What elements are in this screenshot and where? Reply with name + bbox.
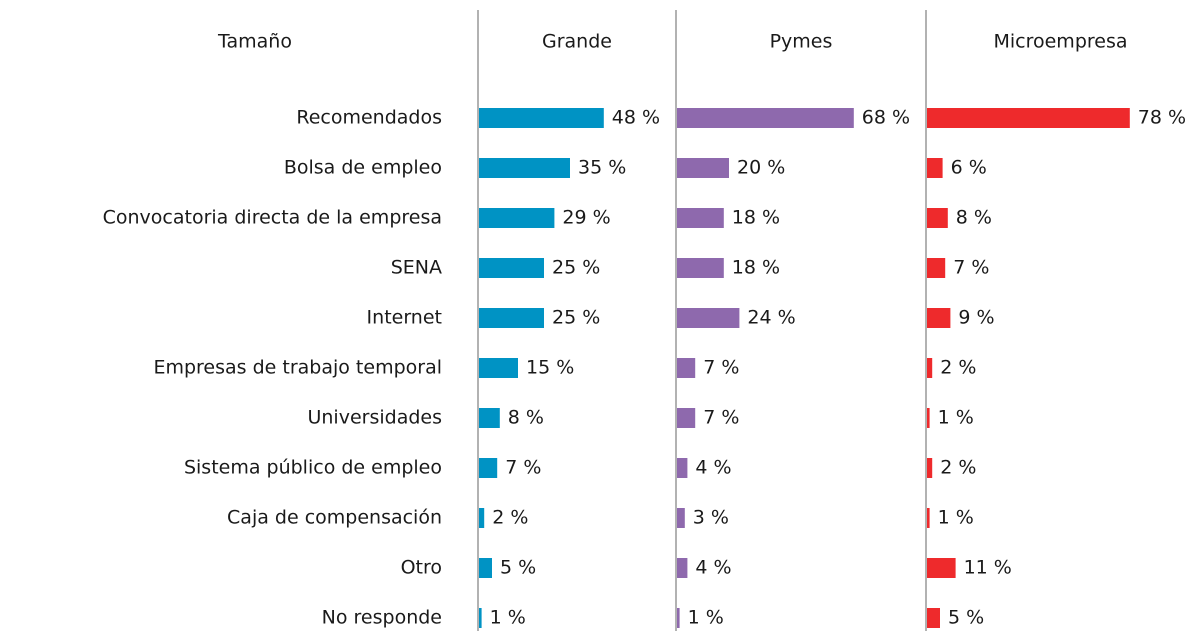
bar: [927, 458, 933, 478]
bar: [677, 158, 729, 178]
category-label: Otro: [401, 557, 442, 579]
value-label: 18 %: [732, 207, 780, 229]
value-label: 11 %: [964, 557, 1012, 579]
bar: [927, 608, 940, 628]
category-label: Convocatoria directa de la empresa: [103, 207, 442, 229]
bar: [927, 308, 951, 328]
bar: [927, 208, 948, 228]
bar: [479, 558, 492, 578]
value-label: 5 %: [500, 557, 536, 579]
value-label: 8 %: [508, 407, 544, 429]
value-label: 4 %: [695, 557, 731, 579]
bar: [927, 258, 946, 278]
value-label: 2 %: [940, 357, 976, 379]
bar: [479, 458, 498, 478]
value-label: 20 %: [737, 157, 785, 179]
value-label: 4 %: [695, 457, 731, 479]
bar: [677, 458, 688, 478]
series-header: Microempresa: [993, 31, 1127, 53]
bar: [479, 258, 544, 278]
value-label: 24 %: [747, 307, 795, 329]
y-axis-label: Tamaño: [217, 31, 292, 53]
value-label: 1 %: [490, 607, 526, 629]
value-label: 68 %: [862, 107, 910, 129]
value-label: 48 %: [612, 107, 660, 129]
value-label: 2 %: [492, 507, 528, 529]
value-label: 15 %: [526, 357, 574, 379]
category-label: No responde: [322, 607, 442, 629]
value-label: 78 %: [1138, 107, 1186, 129]
category-label: Universidades: [307, 407, 442, 429]
value-label: 18 %: [732, 257, 780, 279]
bar: [677, 558, 688, 578]
bar: [927, 558, 956, 578]
value-label: 1 %: [688, 607, 724, 629]
value-label: 3 %: [693, 507, 729, 529]
bar: [927, 158, 943, 178]
category-label: Empresas de trabajo temporal: [153, 357, 442, 379]
value-label: 1 %: [938, 407, 974, 429]
series-header: Pymes: [770, 31, 833, 53]
bar: [927, 108, 1130, 128]
bar: [927, 408, 930, 428]
category-label: Internet: [367, 307, 442, 329]
value-label: 8 %: [956, 207, 992, 229]
category-label: Caja de compensación: [227, 507, 442, 529]
value-label: 9 %: [958, 307, 994, 329]
category-label: Recomendados: [296, 107, 442, 129]
value-label: 7 %: [505, 457, 541, 479]
bar: [479, 108, 604, 128]
value-label: 7 %: [953, 257, 989, 279]
bar: [677, 208, 724, 228]
value-label: 2 %: [940, 457, 976, 479]
bar: [479, 408, 500, 428]
bar: [479, 608, 482, 628]
bar: [677, 608, 680, 628]
bar: [677, 108, 854, 128]
bar: [927, 508, 930, 528]
value-label: 7 %: [703, 407, 739, 429]
category-label: SENA: [391, 257, 442, 279]
value-label: 1 %: [938, 507, 974, 529]
value-label: 6 %: [951, 157, 987, 179]
bar: [479, 158, 570, 178]
value-label: 25 %: [552, 307, 600, 329]
bar: [677, 308, 740, 328]
value-label: 29 %: [562, 207, 610, 229]
bar: [479, 308, 544, 328]
series-header: Grande: [542, 31, 612, 53]
category-label: Sistema público de empleo: [184, 457, 442, 479]
bar: [927, 358, 933, 378]
bar: [677, 358, 696, 378]
value-label: 35 %: [578, 157, 626, 179]
value-label: 7 %: [703, 357, 739, 379]
bar: [479, 358, 518, 378]
bar: [479, 208, 555, 228]
bar: [677, 258, 724, 278]
value-label: 5 %: [948, 607, 984, 629]
bar: [479, 508, 485, 528]
bar: [677, 508, 685, 528]
value-label: 25 %: [552, 257, 600, 279]
category-label: Bolsa de empleo: [284, 157, 442, 179]
bar: [677, 408, 696, 428]
